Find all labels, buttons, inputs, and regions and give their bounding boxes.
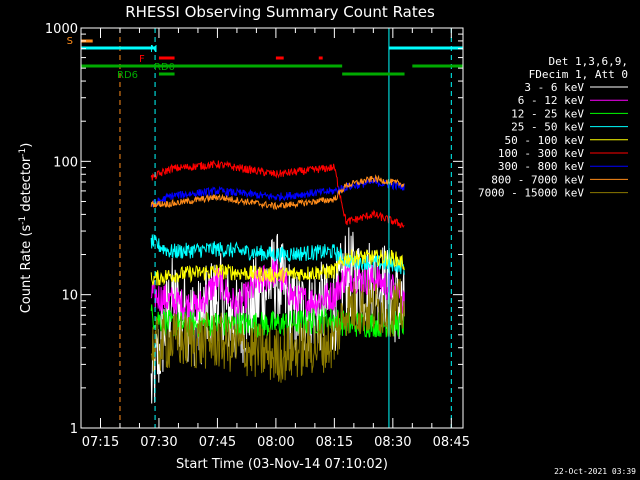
legend-label: 300 - 800 keV [498, 160, 584, 173]
flag-label: F [139, 54, 145, 65]
plot-frame [80, 27, 464, 429]
legend-header-2: FDecim 1, Att 0 [529, 68, 628, 81]
x-tick-label: 07:15 [82, 435, 119, 450]
flag-label: S [67, 36, 73, 47]
x-tick-label: 07:45 [199, 435, 236, 450]
y-tick-label: 1 [70, 422, 78, 437]
y-axis-label: Count Rate (s-1 detector-1) [18, 143, 34, 314]
flag-label: RD6 [117, 70, 138, 81]
y-tick-label: 100 [53, 155, 78, 170]
timestamp: 22-Oct-2021 03:39 [554, 467, 636, 476]
legend-label: 800 - 7000 keV [491, 173, 584, 186]
series-line-3 [150, 304, 405, 338]
legend-label: 12 - 25 keV [511, 107, 584, 120]
legend-label: 100 - 300 keV [498, 147, 584, 160]
series-line-6 [150, 160, 405, 229]
legend-label: 7000 - 15000 keV [478, 187, 584, 200]
y-axis-label-mid: detector [19, 156, 34, 216]
y-axis-label-exp2: -1 [18, 148, 28, 157]
legend: Det 1,3,6,9, FDecim 1, Att 0 3 - 6 keV6 … [478, 55, 628, 200]
series-line-9 [150, 278, 405, 383]
x-tick-label: 08:30 [374, 435, 411, 450]
series-line-5 [150, 249, 405, 286]
x-axis-label: Start Time (03-Nov-14 07:10:02) [176, 457, 388, 472]
y-tick-label: 1000 [45, 22, 78, 37]
x-tick-label: 07:30 [140, 435, 177, 450]
series-line-4 [150, 233, 405, 275]
legend-label: 6 - 12 keV [518, 94, 585, 107]
flag-label: RD0 [154, 62, 175, 73]
y-axis-label-end: ) [19, 143, 34, 148]
y-tick-label: 10 [61, 289, 78, 304]
legend-label: 50 - 100 keV [505, 134, 585, 147]
x-tick-label: 08:45 [433, 435, 470, 450]
x-tick-label: 08:00 [257, 435, 294, 450]
legend-header-1: Det 1,3,6,9, [549, 55, 628, 68]
series-line-8 [150, 174, 405, 211]
y-axis-label-main: Count Rate (s [19, 225, 34, 314]
y-axis-label-exp1: -1 [18, 216, 28, 225]
legend-label: 25 - 50 keV [511, 121, 584, 134]
x-tick-label: 08:15 [316, 435, 353, 450]
legend-label: 3 - 6 keV [524, 81, 584, 94]
chart-title: RHESSI Observing Summary Count Rates [125, 3, 435, 21]
series-line-2 [150, 257, 405, 323]
flag-label: N [150, 44, 157, 55]
axis-ticks: 1 10 100 1000 07:15 07:30 07:45 08:00 08:15 08:30… [45, 22, 470, 450]
